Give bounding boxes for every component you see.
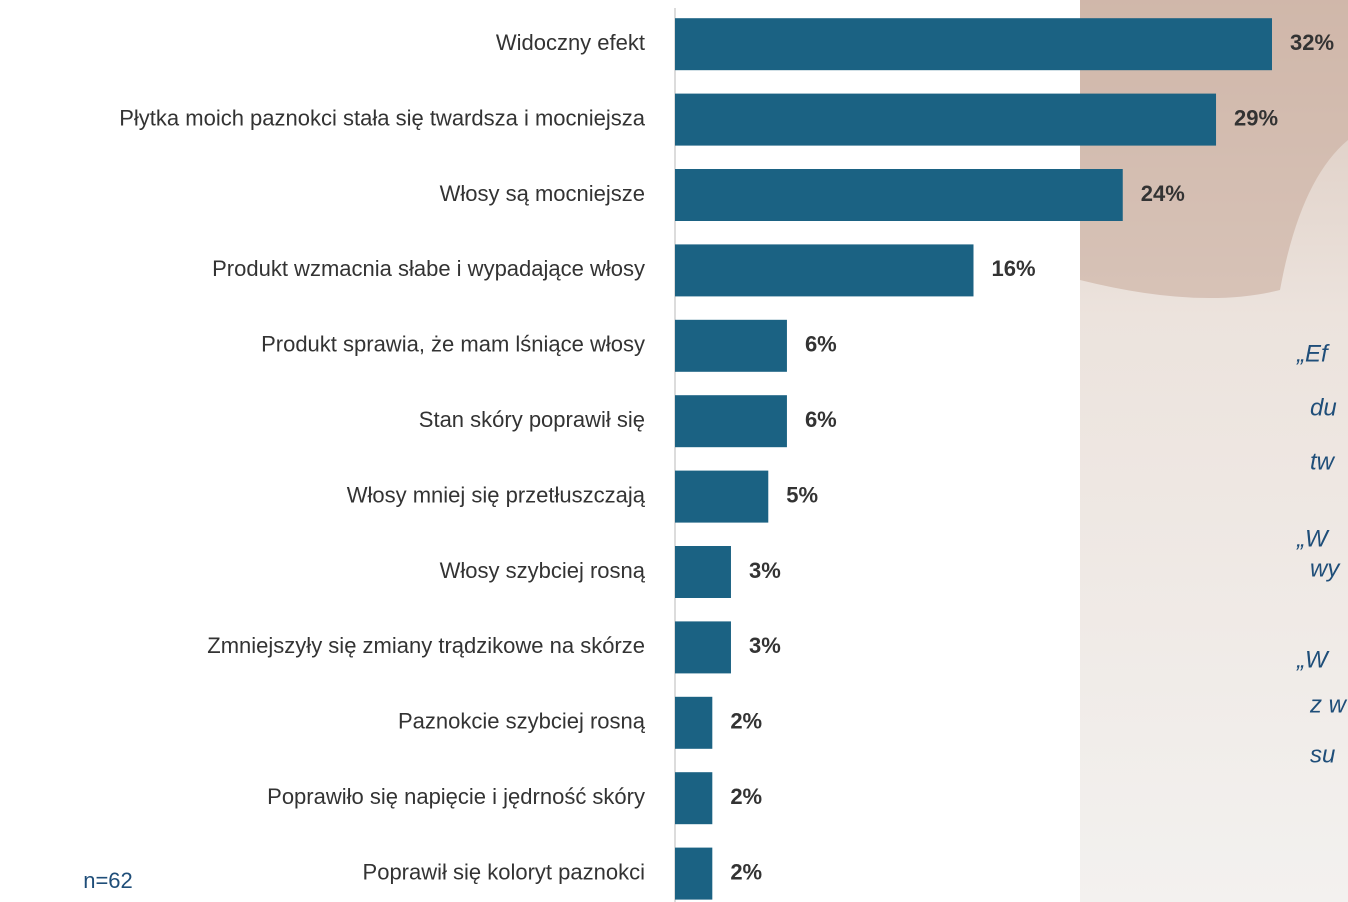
bar: [675, 772, 713, 825]
bar: [675, 847, 713, 900]
quote-text: „W: [1296, 525, 1330, 552]
quote-text: du: [1310, 394, 1337, 421]
quote-text: tw: [1310, 448, 1336, 475]
value-label: 6%: [805, 332, 837, 357]
value-label: 2%: [730, 859, 762, 884]
bar: [675, 18, 1272, 71]
bar: [675, 546, 731, 598]
quote-text: wy: [1310, 555, 1341, 582]
value-label: 5%: [786, 482, 818, 507]
bar: [675, 169, 1123, 221]
category-label: Włosy mniej się przetłuszczają: [347, 482, 646, 507]
value-label: 3%: [749, 558, 781, 583]
category-label: Włosy szybciej rosną: [440, 558, 646, 583]
value-label: 2%: [730, 784, 762, 809]
category-label: Produkt sprawia, że mam lśniące włosy: [261, 332, 645, 357]
value-label: 29%: [1234, 105, 1278, 130]
bar: [675, 395, 787, 448]
category-label: Płytka moich paznokci stała się twardsza…: [119, 105, 646, 130]
category-label: Poprawiło się napięcie i jędrność skóry: [267, 784, 645, 809]
quote-text: „Ef: [1296, 340, 1330, 367]
value-label: 6%: [805, 407, 837, 432]
bar: [675, 93, 1217, 146]
category-label: Widoczny efekt: [496, 30, 645, 55]
quote-text: su: [1310, 741, 1335, 768]
category-label: Zmniejszyły się zmiany trądzikowe na skó…: [207, 633, 645, 658]
bar: [675, 244, 974, 297]
category-label: Produkt wzmacnia słabe i wypadające włos…: [212, 256, 645, 281]
bar: [675, 696, 713, 749]
category-label: Stan skóry poprawił się: [419, 407, 645, 432]
value-label: 2%: [730, 709, 762, 734]
photo-shape: [1080, 0, 1348, 298]
bar: [675, 621, 731, 674]
quote-text: „W: [1296, 646, 1330, 673]
value-label: 3%: [749, 633, 781, 658]
sample-note: n=62: [83, 868, 133, 893]
bar: [675, 319, 787, 372]
category-label: Włosy są mocniejsze: [440, 181, 645, 206]
value-label: 32%: [1290, 30, 1334, 55]
value-label: 24%: [1141, 181, 1185, 206]
category-label: Paznokcie szybciej rosną: [398, 709, 646, 734]
bar: [675, 470, 769, 523]
value-label: 16%: [992, 256, 1036, 281]
category-label: Poprawił się koloryt paznokci: [363, 859, 645, 884]
quote-text: z w: [1309, 691, 1348, 718]
